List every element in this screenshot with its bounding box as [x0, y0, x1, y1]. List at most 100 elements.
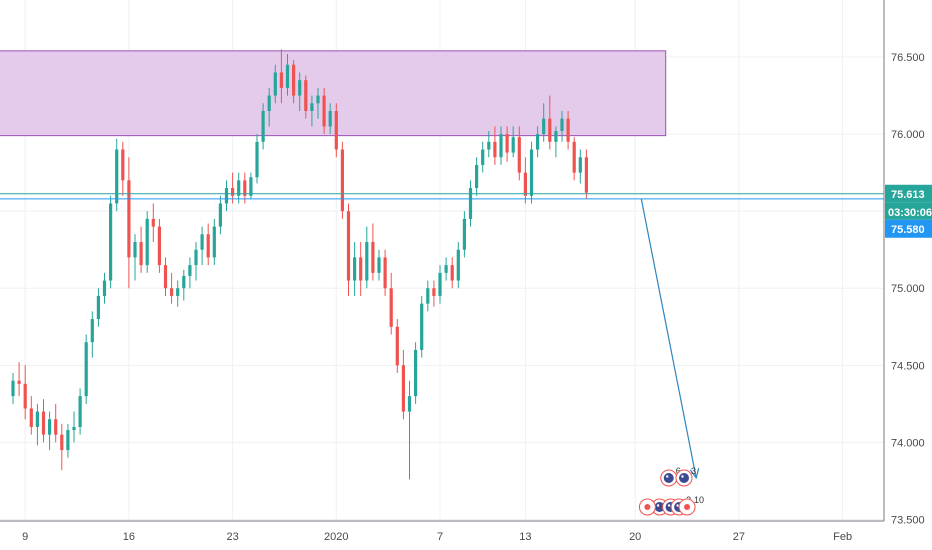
candle-body	[157, 226, 161, 266]
flag-star	[667, 504, 671, 507]
candle	[243, 172, 247, 204]
candle-body	[151, 218, 155, 227]
candle-body	[578, 157, 582, 173]
candle-body	[572, 141, 576, 173]
candle-body	[267, 95, 271, 111]
last-price-badge	[885, 184, 932, 203]
candle-body	[35, 411, 39, 427]
candle-body	[475, 164, 479, 189]
candle-body	[487, 141, 491, 150]
event-marker	[638, 498, 656, 516]
candle	[261, 103, 265, 150]
candle	[188, 257, 192, 289]
candle-body	[481, 149, 485, 165]
candle	[395, 319, 399, 374]
candle	[23, 365, 27, 420]
candle-body	[206, 234, 210, 258]
candle-body	[420, 303, 424, 350]
candle-body	[511, 137, 515, 153]
candle	[102, 272, 107, 304]
candle	[139, 226, 143, 273]
candle-body	[536, 134, 540, 150]
candle	[279, 49, 283, 104]
candle	[66, 423, 70, 458]
candle-body	[523, 172, 527, 196]
candle	[371, 223, 375, 281]
x-tick-label: 9	[22, 531, 28, 543]
candle-body	[298, 80, 302, 96]
economic-events: 62310	[638, 466, 704, 516]
candle	[237, 172, 241, 204]
candle	[194, 242, 198, 281]
candle	[578, 149, 582, 184]
x-tick-label: 16	[123, 531, 135, 543]
projection-arrow-layer	[640, 198, 700, 480]
candle	[584, 149, 588, 199]
last-price-label: 75.613	[891, 189, 925, 201]
candle-body	[60, 434, 64, 451]
candle-body	[310, 103, 314, 111]
candle-body	[243, 180, 247, 196]
flag-icon	[679, 473, 689, 483]
candle	[170, 272, 174, 304]
candle-body	[438, 272, 442, 296]
candle	[121, 141, 125, 196]
candle-body	[517, 137, 521, 173]
x-tick-label: 13	[519, 531, 531, 543]
y-tick-label: 76.000	[891, 129, 925, 141]
candle	[340, 141, 344, 219]
candle-body	[121, 149, 125, 181]
candle	[48, 411, 52, 451]
candle-body	[444, 265, 448, 273]
candle-body	[212, 226, 216, 258]
candle	[572, 137, 576, 181]
event-count: 10	[694, 495, 704, 505]
candle	[273, 64, 277, 104]
candle-body	[584, 157, 588, 193]
candle	[475, 157, 479, 196]
candle-body	[505, 134, 509, 153]
candle	[145, 211, 149, 273]
candle	[163, 257, 168, 296]
candle-body	[237, 180, 241, 196]
candle-body	[17, 380, 21, 384]
alert-price-label: 75.580	[891, 224, 925, 236]
y-tick-label: 74.000	[891, 437, 925, 449]
y-tick-label: 74.500	[891, 360, 925, 372]
candle	[54, 403, 58, 443]
candle	[334, 103, 338, 158]
candle-body	[346, 211, 351, 281]
candle	[115, 138, 119, 212]
candle-body	[218, 203, 222, 227]
candle-body	[383, 257, 387, 289]
candle-body	[41, 411, 46, 435]
candle-body	[261, 110, 265, 142]
candle	[17, 362, 21, 397]
countdown-badge	[885, 202, 932, 220]
candle	[407, 380, 412, 480]
candle	[383, 249, 387, 296]
candle	[322, 87, 326, 135]
candle-body	[23, 383, 27, 409]
flag-icon	[663, 473, 674, 483]
candle-body	[407, 396, 412, 412]
candle-body	[548, 118, 552, 142]
candle	[359, 242, 363, 296]
candle	[11, 373, 15, 404]
candle	[151, 203, 155, 243]
candle-body	[395, 326, 399, 366]
candle-body	[365, 242, 369, 281]
candle	[536, 126, 540, 158]
candle-body	[468, 188, 473, 219]
candle-body	[304, 80, 308, 111]
candle	[60, 423, 64, 471]
candle-body	[566, 118, 570, 142]
candle	[481, 141, 485, 173]
candle	[78, 388, 82, 435]
candle-body	[194, 249, 198, 266]
candle	[432, 280, 436, 307]
candle	[542, 103, 546, 142]
candle-body	[66, 430, 70, 451]
candle	[316, 87, 320, 119]
